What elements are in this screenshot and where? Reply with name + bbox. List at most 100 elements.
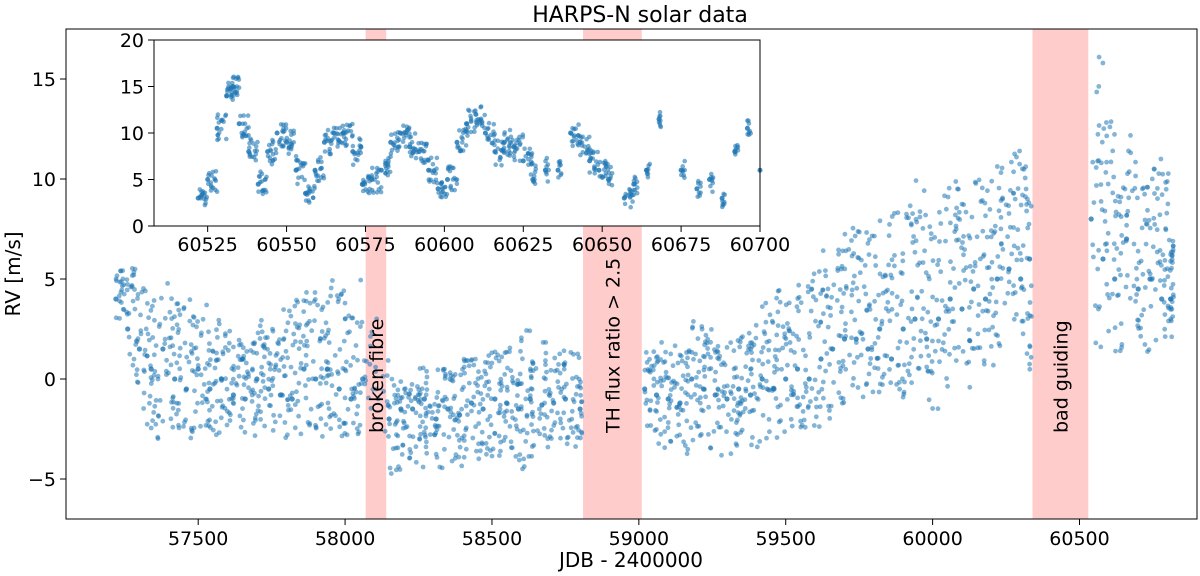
data-point [932, 235, 938, 240]
data-point [801, 417, 807, 423]
data-point [658, 431, 664, 437]
inset-data-point [708, 183, 713, 189]
data-point [515, 378, 521, 383]
x-axis-ticks: 57500 58000 58500 59000 59500 60000 60500 [168, 519, 1110, 550]
data-point [285, 320, 291, 326]
data-point [875, 366, 881, 371]
data-point [329, 372, 335, 377]
data-point [852, 233, 858, 239]
inset-data-point [623, 191, 628, 197]
data-point [825, 324, 831, 330]
data-point [996, 208, 1002, 214]
inset-data-point [609, 171, 615, 176]
data-point [919, 316, 925, 322]
data-point [742, 397, 748, 402]
inset-data-point [383, 161, 388, 166]
data-point [575, 351, 581, 357]
inset-data-point [246, 133, 251, 138]
inset-data-point [679, 172, 684, 178]
data-point [902, 362, 907, 368]
data-point [403, 425, 409, 430]
data-point [831, 282, 837, 288]
data-point [433, 416, 439, 422]
data-point [505, 388, 510, 393]
inset-data-point [423, 142, 429, 147]
data-point [728, 389, 733, 395]
data-point [255, 330, 261, 336]
data-point [1128, 133, 1133, 138]
data-point [193, 409, 198, 414]
inset-data-point [542, 167, 548, 173]
data-point [811, 271, 817, 277]
inset-data-point [231, 93, 236, 98]
inset-data-point [289, 145, 294, 150]
inset-data-point [587, 170, 592, 175]
inset-data-point [525, 151, 531, 156]
inset-data-point [502, 149, 508, 154]
data-point [1098, 344, 1104, 350]
data-point [1107, 124, 1113, 130]
data-point [942, 348, 948, 354]
inset-data-point [328, 151, 334, 157]
data-point [552, 355, 558, 361]
data-point [1104, 120, 1109, 125]
data-point [1162, 334, 1168, 339]
data-point [1017, 161, 1022, 167]
data-point [866, 252, 872, 257]
data-point [923, 330, 928, 336]
data-point [545, 444, 551, 450]
data-point [403, 390, 409, 396]
data-point [1098, 160, 1104, 166]
inset-data-point [559, 171, 564, 176]
data-point [894, 382, 899, 387]
inset-data-point [378, 167, 384, 173]
data-point [677, 432, 683, 438]
data-point [318, 336, 323, 342]
inset-data-point [442, 184, 448, 190]
data-point [766, 347, 772, 353]
data-point [1148, 303, 1154, 309]
data-point [796, 337, 802, 342]
data-point [642, 386, 648, 392]
data-point [956, 209, 962, 215]
data-point [241, 417, 246, 423]
data-point [242, 396, 248, 402]
data-point [806, 331, 812, 336]
inset-data-point [230, 84, 236, 89]
data-point [243, 360, 249, 366]
data-point [894, 294, 900, 300]
inset-data-point [709, 171, 714, 177]
data-point [688, 425, 694, 431]
data-point [416, 387, 422, 393]
data-point [918, 328, 924, 334]
data-point [1134, 292, 1139, 297]
inset-data-point [215, 112, 221, 117]
data-point [652, 428, 658, 433]
inset-data-point [507, 127, 513, 133]
data-point [875, 335, 881, 340]
data-point [497, 453, 502, 458]
data-point [754, 444, 760, 450]
inset-data-point [505, 152, 510, 157]
data-point [945, 306, 951, 312]
data-point [658, 357, 663, 362]
data-point [910, 211, 915, 217]
data-point [562, 396, 569, 402]
data-point [954, 237, 959, 243]
data-point [1117, 199, 1123, 205]
data-point [836, 360, 842, 365]
inset-data-point [517, 142, 523, 148]
data-point [966, 359, 972, 365]
data-point [818, 356, 824, 362]
data-point [876, 292, 881, 298]
data-point [773, 347, 778, 353]
inset-axes: 60525 60550 60575 60600 60625 60650 60675 60700… [120, 30, 790, 256]
data-point [1145, 349, 1150, 354]
inset-data-point [656, 116, 662, 122]
data-point [974, 234, 980, 240]
data-point [1163, 180, 1168, 185]
data-point [202, 366, 208, 371]
data-point [820, 287, 826, 293]
data-point [1162, 258, 1168, 263]
data-point [297, 322, 303, 328]
